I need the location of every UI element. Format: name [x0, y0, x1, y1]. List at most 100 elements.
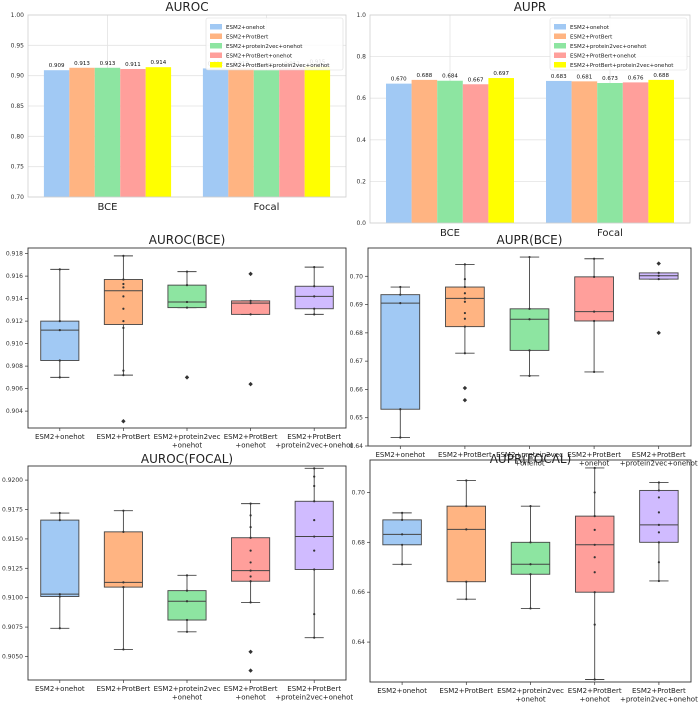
- x-tick-label: +protein2vec+onehot: [620, 460, 698, 468]
- data-point: [401, 563, 404, 566]
- data-point: [529, 541, 532, 544]
- data-point: [185, 600, 189, 603]
- bar: [94, 67, 121, 197]
- legend-label: ESM2+ProtBert+protein2vec+onehot: [570, 63, 674, 69]
- chart-title: AUPR(BCE): [497, 233, 563, 247]
- y-tick-label: 0.0: [356, 220, 366, 227]
- data-point: [593, 515, 596, 518]
- bar: [648, 79, 674, 224]
- x-tick-label: Focal: [254, 202, 280, 213]
- legend-swatch: [554, 33, 566, 39]
- x-tick-label: ESM2+ProtBert: [567, 451, 621, 459]
- data-point: [463, 352, 466, 355]
- legend-label: ESM2+onehot: [226, 25, 266, 31]
- legend-label: ESM2+protein2vec+onehot: [226, 44, 303, 50]
- legend-swatch: [210, 24, 222, 30]
- data-point: [58, 518, 61, 522]
- box: [294, 500, 334, 570]
- chart-title: AUROC(BCE): [149, 233, 226, 247]
- data-point: [463, 263, 466, 266]
- data-point: [463, 311, 466, 315]
- data-point: [313, 313, 316, 316]
- bar-value-label: 0.688: [417, 73, 433, 79]
- y-tick-label: 0.914: [6, 296, 23, 303]
- data-point: [399, 285, 402, 289]
- box: [574, 276, 614, 322]
- data-point: [122, 278, 125, 281]
- box: [446, 505, 487, 583]
- data-point: [313, 568, 316, 571]
- data-point: [185, 574, 189, 577]
- legend-label: ESM2+ProtBert+protein2vec+onehot: [226, 63, 330, 69]
- box: [167, 590, 207, 621]
- data-point: [185, 589, 189, 592]
- outlier: [248, 271, 253, 277]
- y-tick-label: 0.64: [350, 443, 364, 450]
- bar: [253, 70, 280, 197]
- data-point: [528, 307, 531, 310]
- data-point: [185, 284, 189, 287]
- y-tick-label: 0.66: [350, 386, 364, 393]
- bar: [69, 67, 95, 197]
- y-tick-label: 0.912: [6, 318, 23, 325]
- data-point: [529, 563, 532, 566]
- outlier: [656, 261, 661, 266]
- y-tick-label: 0.904: [6, 408, 23, 415]
- data-point: [593, 466, 596, 470]
- legend-swatch: [210, 52, 222, 58]
- y-tick-label: 0.906: [6, 386, 23, 393]
- data-point: [528, 349, 531, 352]
- data-point: [185, 300, 189, 304]
- data-point: [463, 285, 466, 289]
- bar-value-label: 0.913: [100, 61, 116, 67]
- data-point: [593, 543, 596, 546]
- x-tick-label: ESM2+protein2vec: [497, 687, 564, 695]
- box-chart-aupr-focal: 0.64 0.66 0.68 0.70 ESM2+onehot ESM2+ProtBert…: [352, 452, 698, 704]
- x-tick-label: ESM2+onehot: [375, 451, 425, 459]
- data-point: [249, 526, 252, 529]
- plot-frame: [27, 14, 347, 198]
- bar-value-label: 0.670: [391, 77, 407, 83]
- bar-chart-auroc: 0.70 0.75 0.80 0.85 0.90 0.95 1.00 0.909 0.913 0.…: [11, 0, 347, 213]
- data-point: [657, 278, 660, 281]
- data-point: [465, 598, 468, 601]
- y-tick-label: 0.2: [356, 178, 366, 185]
- y-tick-label: 0.9050: [2, 653, 23, 660]
- x-tick-label: ESM2+ProtBert: [224, 685, 278, 693]
- data-point: [657, 541, 661, 544]
- legend-swatch: [210, 62, 222, 68]
- y-tick-label: 0.8: [356, 54, 366, 61]
- data-point: [313, 295, 316, 298]
- data-point: [593, 370, 596, 373]
- x-tick-label: ESM2+ProtBert: [287, 685, 341, 693]
- legend-swatch: [210, 43, 222, 49]
- data-point: [313, 467, 316, 470]
- legend: ESM2+onehot ESM2+ProtBert ESM2+protein2vec…: [549, 17, 688, 71]
- box: [510, 541, 551, 575]
- x-tick-label: +onehot: [580, 696, 611, 704]
- legend-label: ESM2+ProtBert+onehot: [226, 54, 293, 60]
- y-tick-label: 0.9100: [2, 595, 23, 602]
- bar-value-label: 0.909: [49, 63, 65, 69]
- bar-chart-aupr: 0.0 0.2 0.4 0.6 0.8 1.0 0.670 0.688 0.684 0.667 0.…: [356, 0, 691, 239]
- x-tick-label: +onehot: [514, 460, 545, 468]
- legend-box: [205, 17, 344, 71]
- y-tick-label: 0.85: [11, 103, 25, 110]
- data-point: [122, 320, 125, 323]
- y-tick-label: 0.916: [6, 273, 23, 280]
- data-point: [249, 536, 252, 539]
- x-tick-label: ESM2+ProtBert: [96, 685, 150, 693]
- bar-value-label: 0.683: [551, 74, 567, 80]
- data-point: [593, 528, 596, 531]
- y-tick-label: 0.918: [6, 251, 23, 258]
- bar-value-label: 0.914: [151, 60, 167, 66]
- data-point: [593, 571, 596, 574]
- x-tick-label: ESM2+ProtBert: [632, 687, 686, 695]
- data-point: [528, 374, 531, 377]
- data-point: [529, 573, 532, 576]
- y-tick-label: 0.910: [6, 341, 23, 348]
- data-point: [593, 623, 596, 626]
- legend-swatch: [554, 52, 566, 58]
- data-point: [58, 511, 61, 515]
- data-point: [122, 326, 125, 329]
